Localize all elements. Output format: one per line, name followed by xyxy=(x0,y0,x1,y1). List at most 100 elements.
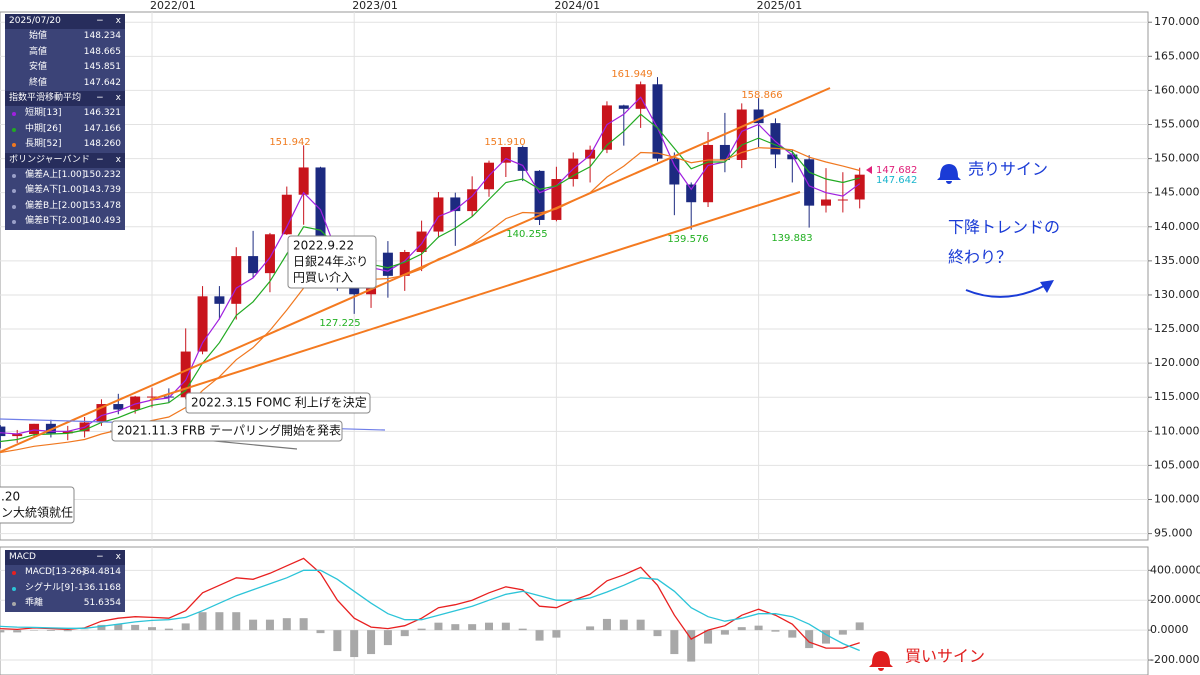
histogram-bar xyxy=(771,630,780,632)
legend-button[interactable]: − xyxy=(96,552,104,562)
legend-dot xyxy=(12,602,16,606)
candle-body xyxy=(551,179,562,220)
x-tick-label: 2023/01 xyxy=(352,0,398,12)
candle-body xyxy=(601,105,612,150)
legend-value: 147.166 xyxy=(83,123,121,134)
candle-body xyxy=(500,147,511,163)
price-label: 139.576 xyxy=(667,234,708,245)
histogram-bar xyxy=(131,624,140,631)
histogram-bar xyxy=(619,619,628,631)
legend-value: 51.6354 xyxy=(83,598,121,608)
legend-dot xyxy=(12,189,16,193)
y-tick-label: 95.000 xyxy=(1154,527,1193,540)
y-tick-label: -200.0000 xyxy=(1150,653,1200,666)
candle-body xyxy=(180,351,191,398)
legend-header: ボリンジャーバンド − x xyxy=(5,152,125,168)
candle-body xyxy=(450,197,461,212)
y-tick-label: 135.000 xyxy=(1154,254,1200,267)
legend-label: 乖離 xyxy=(25,598,44,608)
legend-value: 140.493 xyxy=(83,216,121,226)
histogram-bar xyxy=(636,619,645,631)
legend-header: 指数平滑移動平均 − x xyxy=(5,91,125,106)
candle-body xyxy=(399,252,410,276)
histogram-bar xyxy=(737,627,746,631)
histogram-bar xyxy=(687,630,696,662)
candle-body xyxy=(770,123,781,155)
legend-value: 148.665 xyxy=(83,46,121,57)
price-marker xyxy=(866,166,872,174)
overlays: 売りサイン 下降トレンドの 終わり？ 買いサイン 151.942 151.910 1… xyxy=(0,69,1060,671)
candle-body xyxy=(753,109,764,124)
legend-value: 146.321 xyxy=(83,108,121,118)
legend-button[interactable]: x xyxy=(115,552,121,562)
y-tick-label: 115.000 xyxy=(1154,390,1200,403)
candle-body xyxy=(349,287,360,295)
legend-row: シグナル[9] -136.1168 xyxy=(5,581,125,597)
candle-body xyxy=(130,396,141,410)
callout-text: 2022.3.15 FOMC 利上げを決定 xyxy=(191,395,367,410)
legend-button[interactable]: x xyxy=(115,154,121,165)
legend-label: 終値 xyxy=(29,77,48,88)
histogram-bar xyxy=(468,624,477,631)
macd-plot xyxy=(0,547,1148,675)
legend-buttons: − x xyxy=(84,91,121,106)
histogram-bar xyxy=(0,630,5,633)
legend-dot xyxy=(12,204,16,209)
histogram-bar xyxy=(282,618,291,631)
candle-body xyxy=(719,144,730,160)
legend-value: 150.232 xyxy=(83,169,121,180)
legend-value: 148.260 xyxy=(83,139,121,149)
candle-body xyxy=(214,296,225,304)
candle-body xyxy=(315,167,326,241)
callout-box xyxy=(185,392,371,414)
callout-text: 日銀24年ぶり xyxy=(293,255,368,269)
legend-dot xyxy=(12,220,16,224)
histogram-bar xyxy=(704,630,713,644)
legend-label: 偏差A上[1.00] xyxy=(25,169,86,180)
y-tick-label: 125.000 xyxy=(1154,322,1200,335)
candle-body xyxy=(804,159,815,206)
histogram-bar xyxy=(400,630,409,637)
histogram-bar xyxy=(586,626,595,631)
legend-row: MACD[13-26] -84.4814 xyxy=(5,565,125,581)
legend-button[interactable]: − xyxy=(96,154,104,165)
histogram-bar xyxy=(855,622,864,631)
histogram-bar xyxy=(333,630,342,652)
buy-sign: 買いサイン xyxy=(905,647,985,666)
histogram-bar xyxy=(417,628,426,631)
histogram-bar xyxy=(316,630,325,634)
legend-row: 偏差B下[2.00] 140.493 xyxy=(5,214,125,230)
legend-label: 安値 xyxy=(29,62,48,72)
legend-button[interactable]: x xyxy=(115,93,121,103)
candle-body xyxy=(787,154,798,160)
histogram-bar xyxy=(383,630,392,646)
histogram-bar xyxy=(350,630,359,658)
legend-button[interactable]: − xyxy=(96,16,104,26)
candle-body xyxy=(113,404,124,410)
trend-line xyxy=(0,87,831,453)
legend-button[interactable]: x xyxy=(115,16,121,26)
y-tick-label: 155.000 xyxy=(1154,118,1200,131)
histogram-bar xyxy=(518,628,527,631)
trend-arrow xyxy=(965,284,1047,298)
main-plot xyxy=(0,12,1148,540)
legend-buttons: − x xyxy=(84,550,121,565)
candle-body xyxy=(618,105,629,109)
y-tick-label: 105.000 xyxy=(1154,458,1200,471)
candle-body xyxy=(433,197,444,232)
candle-body xyxy=(62,431,73,434)
legend-label: MACD[13-26] xyxy=(25,567,86,577)
bell-icon xyxy=(869,651,893,671)
histogram-bar xyxy=(754,625,763,631)
histogram-bar xyxy=(838,630,847,635)
candle-body xyxy=(0,426,6,437)
histogram-bar xyxy=(653,630,662,637)
legend-button[interactable]: − xyxy=(96,93,104,103)
legend-label: 中期[26] xyxy=(25,123,62,134)
histogram-bar xyxy=(822,630,830,644)
legend-row: 終値 147.642 xyxy=(5,76,125,92)
price-label: 139.883 xyxy=(771,233,812,244)
histogram-bar xyxy=(265,619,274,631)
legend-label: シグナル[9] xyxy=(25,582,74,593)
histogram-bar xyxy=(535,630,544,641)
